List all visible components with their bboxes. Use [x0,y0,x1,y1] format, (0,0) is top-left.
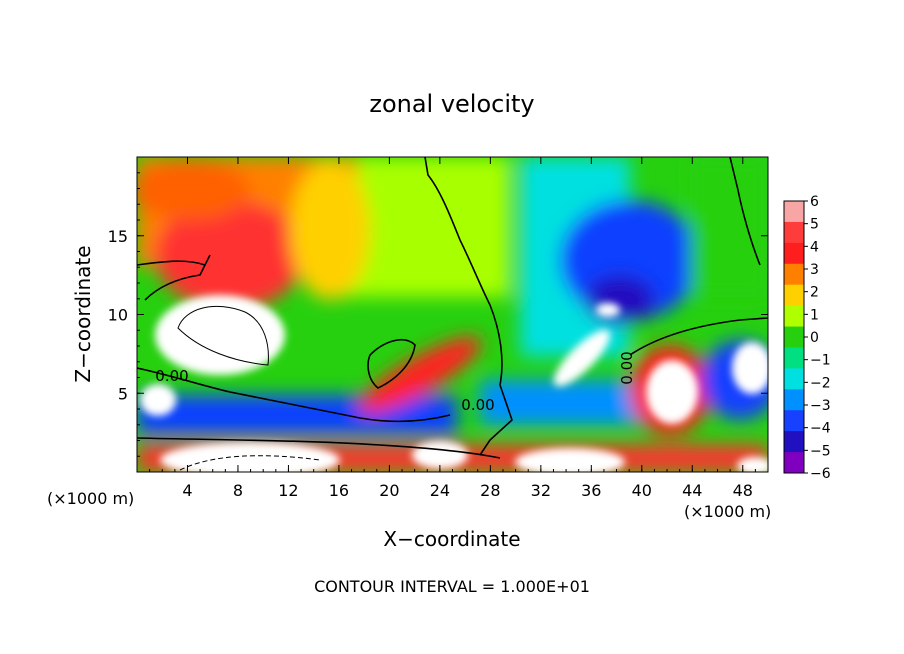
white-blob-bottom-right [515,448,625,472]
contour-label: 0.00 [155,367,188,385]
colorbar-swatch [784,326,804,348]
contour-labels: 0.00 0.00 0.00 [155,351,636,414]
colorbar-label: −1 [810,353,831,369]
colorbar-swatch [784,242,804,265]
x-tick-label: 16 [329,481,349,500]
region-red-ridge [358,336,482,414]
region-strong-positive [155,200,305,310]
colorbar-label: −5 [810,443,831,459]
x-tick-label: 20 [379,481,399,500]
colorbar-label: 5 [810,217,819,233]
x-tick-label: 36 [581,481,601,500]
colorbar-swatch [784,305,804,328]
velocity-field [137,157,768,472]
colorbar-label: −4 [810,421,831,437]
colorbar-swatch [784,201,804,223]
colorbar-label: 0 [810,330,819,346]
colorbar: 6 5 4 3 2 1 0 −1 −2 −3 −4 −5 −6 [783,194,831,482]
white-blob-upper-negative [596,303,620,317]
colorbar-swatch [784,368,804,390]
x-unit-label-right: (×1000 m) [684,502,771,521]
region-yellow-mid [290,160,370,300]
white-blob-bottom-mid [412,441,468,469]
x-tick-label: 4 [182,481,192,500]
colorbar-swatch [784,452,804,474]
plot-area [137,157,768,472]
inner-contour-white-blob [177,305,269,366]
colorbar-swatch [784,389,804,411]
y-tick-label: 10 [108,306,128,325]
x-tick-label: 32 [531,481,551,500]
zero-contour-main [424,157,513,456]
region-positive-left [137,160,250,220]
white-blob-right [646,360,698,424]
colorbar-swatch [784,263,804,286]
colorbar-label: −6 [810,466,831,482]
zero-contour-right-lower [629,317,768,356]
white-blob-right-edge [732,342,768,394]
chart-title: zonal velocity [369,90,534,118]
colorbar-swatch [784,221,804,244]
x-tick-label: 8 [233,481,243,500]
colorbar-label: 2 [810,285,819,301]
colorbar-swatch [784,347,804,369]
colorbar-label: 4 [810,239,819,255]
white-blob-diagonal [553,329,611,387]
white-blob-bottom-left [160,442,340,472]
contour-interval-footer: CONTOUR INTERVAL = 1.000E+01 [314,577,590,596]
zero-contour-bottom [137,437,501,459]
colorbar-label: −2 [810,375,831,391]
zero-contour-right [729,157,761,266]
white-blob-bottom-far-right [737,457,768,472]
zero-contour-left-upper [137,254,211,301]
y-tick-label: 5 [118,384,128,403]
region-green-right [690,157,768,297]
colorbar-label: 6 [810,194,819,210]
x-tick-label: 40 [632,481,652,500]
x-axis-label: X−coordinate [383,527,520,551]
dashed-contour-bottom [179,455,321,471]
contour-lines [137,157,768,471]
x-unit-label-left: (×1000 m) [47,489,134,508]
colorbar-label: −3 [810,398,831,414]
x-tick-label: 44 [682,481,702,500]
region-negative-deep [585,275,655,325]
colorbar-swatch [784,284,804,307]
colorbar-swatch [784,410,804,432]
y-axis-label: Z−coordinate [71,245,95,382]
white-blob-mid-left [140,384,176,416]
x-tick-label: 28 [480,481,500,500]
white-blob-left [155,295,285,375]
x-tick-label: 48 [733,481,753,500]
colorbar-swatch [784,431,804,453]
region-blue-lower-mid [480,380,650,425]
contour-label: 0.00 [461,396,494,414]
x-tick-label: 24 [430,481,450,500]
contour-label: 0.00 [618,351,636,384]
y-tick-label: 15 [108,227,128,246]
colorbar-label: 3 [810,262,819,278]
zero-contour-left-lower [137,367,451,423]
axis-ticks [136,156,769,473]
x-tick-label: 12 [278,481,298,500]
zero-contour-mid-island [367,339,416,389]
colorbar-label: 1 [810,307,819,323]
